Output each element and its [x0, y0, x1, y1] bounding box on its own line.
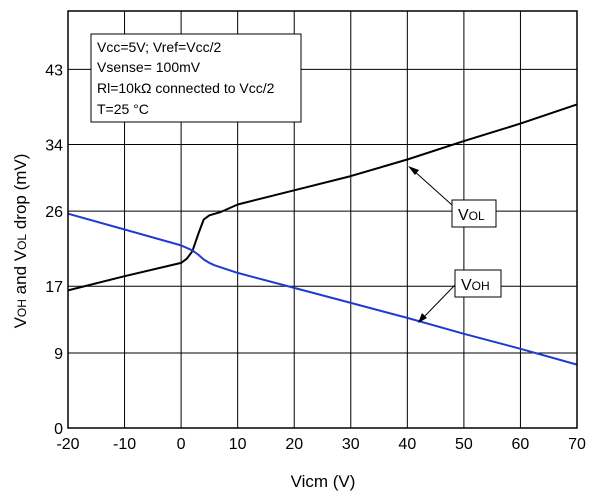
- x-axis-title: Vicm (V): [291, 472, 356, 491]
- series-layer: [67, 103, 578, 366]
- condition-line-3: Rl=10kΩ connected to Vcc/2: [97, 80, 275, 96]
- x-tick-label: -20: [56, 436, 79, 453]
- y-tick-labels: 0 9 17 26 34 43: [45, 62, 63, 438]
- conditions-box: Vcc=5V; Vref=Vcc/2 Vsense= 100mV Rl=10kΩ…: [90, 33, 302, 123]
- plot-frame: [67, 10, 578, 429]
- x-tick-label: -10: [113, 436, 136, 453]
- y-axis-title: VOH and VOL drop (mV): [11, 154, 30, 329]
- y-tick-label: 43: [45, 62, 63, 79]
- vol-label-text: VOL: [458, 207, 485, 224]
- y-axis-title-mid: and V: [11, 249, 30, 299]
- x-tick-label: 70: [568, 436, 586, 453]
- y-axis-title-sub2: OL: [15, 234, 29, 250]
- vol-label-box: [451, 199, 497, 228]
- y-axis-title-sub1: OH: [15, 299, 29, 317]
- x-tick-label: 20: [285, 436, 303, 453]
- x-tick-label: 30: [342, 436, 360, 453]
- x-tick-label: 0: [177, 436, 186, 453]
- condition-line-4: T=25 °C: [97, 101, 149, 117]
- y-axis-title-v1: V: [11, 316, 30, 328]
- vol-arrowhead: [408, 166, 419, 175]
- x-tick-labels: -20 -10 0 10 20 30 40 50 60 70: [56, 436, 586, 453]
- conditions-box-frame: [90, 33, 302, 123]
- voh-label-box: [454, 269, 502, 298]
- condition-line-1: Vcc=5V; Vref=Vcc/2: [97, 39, 221, 55]
- x-tick-label: 10: [229, 436, 247, 453]
- voh-label-text: VOH: [461, 277, 490, 294]
- y-axis-title-end: drop (mV): [11, 154, 30, 234]
- vol-series-label: VOL: [408, 166, 497, 228]
- voh-series-label: VOH: [418, 269, 502, 323]
- voh-arrowhead: [418, 313, 427, 323]
- y-tick-label: 17: [45, 279, 63, 296]
- series-line-vol: [67, 103, 578, 292]
- y-tick-label: 34: [45, 137, 63, 154]
- x-tick-label: 40: [398, 436, 416, 453]
- x-tick-label: 60: [512, 436, 530, 453]
- vol-arrow-line: [412, 169, 453, 206]
- y-tick-label: 9: [54, 346, 63, 363]
- voh-arrow-line: [421, 284, 456, 320]
- y-tick-label: 0: [54, 421, 63, 438]
- y-tick-label: 26: [45, 204, 63, 221]
- condition-line-2: Vsense= 100mV: [97, 59, 201, 75]
- x-tick-label: 50: [455, 436, 473, 453]
- series-line-voh: [67, 212, 578, 366]
